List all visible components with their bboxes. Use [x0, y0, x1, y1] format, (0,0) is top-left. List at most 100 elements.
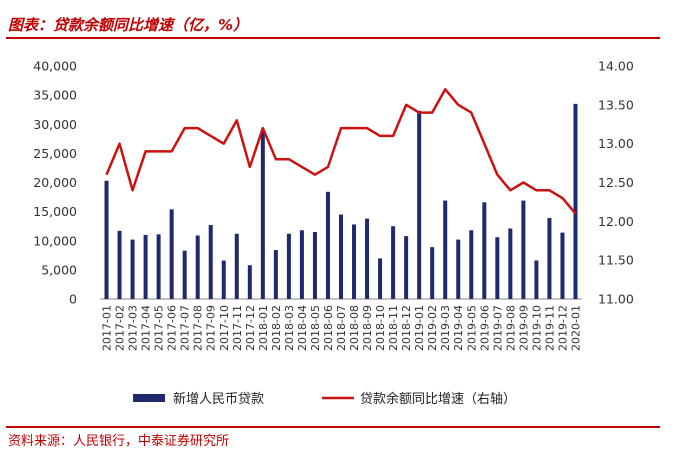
x-tick-label: 2017-02	[114, 305, 127, 351]
x-tick-label: 2019-07	[491, 305, 504, 351]
bar-2019-11	[547, 218, 552, 299]
bar-2017-08	[195, 235, 200, 299]
left-tick-label: 15,000	[33, 204, 77, 219]
x-tick-label: 2019-08	[504, 305, 517, 351]
right-tick-label: 13.00	[598, 136, 634, 151]
bar-2018-10	[378, 258, 383, 299]
x-tick-label: 2018-04	[296, 305, 309, 351]
left-axis-ticks: 0 5,000 10,000 15,000 20,000 25,000 30,000 35,0…	[33, 59, 77, 307]
right-axis-ticks: 11.00 11.50 12.00 12.50 13.00 13.50 14.00	[598, 59, 634, 307]
line-series	[105, 88, 577, 215]
x-tick-label: 2018-09	[361, 305, 374, 351]
legend: 新增人民币贷款 贷款余额同比增速（右轴）	[133, 391, 516, 407]
bar-2018-03	[286, 233, 291, 299]
x-tick-label: 2017-04	[140, 305, 153, 351]
x-tick-label: 2018-03	[283, 305, 296, 351]
bar-series	[104, 103, 578, 299]
x-tick-label: 2019-06	[478, 305, 491, 351]
x-tick-label: 2017-09	[205, 305, 218, 351]
x-tick-label: 2017-08	[192, 305, 205, 351]
bar-2019-10	[534, 260, 539, 299]
x-tick-label: 2018-01	[257, 305, 270, 351]
bar-2018-11	[391, 226, 396, 299]
left-tick-label: 20,000	[33, 175, 77, 190]
left-tick-label: 25,000	[33, 146, 77, 161]
x-tick-label: 2019-10	[530, 305, 543, 351]
legend-label-bar: 新增人民币贷款	[173, 391, 264, 407]
x-tick-label: 2018-07	[335, 305, 348, 351]
bar-2019-04	[456, 239, 461, 299]
left-tick-label: 30,000	[33, 117, 77, 132]
x-tick-label: 2019-12	[556, 305, 569, 351]
x-tick-label: 2019-03	[439, 305, 452, 351]
x-tick-label: 2018-05	[309, 305, 322, 351]
source-note: 资料来源：人民银行，中泰证券研究所	[8, 434, 230, 449]
x-axis-ticks: 2017-01 2017-02 2017-03 2017-04 2017-05 2017-…	[101, 305, 583, 351]
bar-2017-06	[169, 209, 174, 299]
x-tick-label: 2019-01	[413, 305, 426, 351]
bar-2019-05	[469, 230, 474, 299]
right-tick-label: 13.50	[598, 97, 634, 112]
x-tick-label: 2017-03	[127, 305, 140, 351]
source-divider	[6, 426, 660, 428]
x-tick-label: 2019-02	[426, 305, 439, 351]
bar-2019-07	[495, 237, 500, 299]
growth-rate-line	[105, 88, 577, 215]
legend-label-line: 贷款余额同比增速（右轴）	[360, 391, 516, 407]
bar-2017-03	[130, 239, 135, 299]
bar-2020-01	[573, 103, 578, 299]
bar-2019-02	[430, 247, 435, 299]
bar-2017-10	[221, 260, 226, 299]
x-tick-label: 2019-09	[517, 305, 530, 351]
bar-2018-01	[260, 130, 265, 299]
x-tick-label: 2017-10	[218, 305, 231, 351]
left-tick-label: 40,000	[33, 59, 77, 74]
x-tick-label: 2017-06	[166, 305, 179, 351]
bar-2017-09	[208, 225, 213, 299]
left-tick-label: 10,000	[33, 233, 77, 248]
bar-2019-12	[560, 232, 565, 299]
left-tick-label: 35,000	[33, 88, 77, 103]
x-tick-label: 2018-10	[374, 305, 387, 351]
bar-2017-12	[247, 265, 252, 299]
bar-2017-01	[104, 180, 109, 299]
x-tick-label: 2019-04	[452, 305, 465, 351]
x-tick-label: 2017-11	[231, 305, 244, 351]
x-tick-label: 2017-01	[101, 305, 114, 351]
left-tick-label: 5,000	[41, 262, 77, 277]
x-tick-label: 2017-12	[244, 305, 257, 351]
bar-2018-05	[312, 232, 317, 299]
bar-2017-05	[156, 234, 161, 299]
bar-2018-02	[273, 250, 278, 299]
left-tick-label: 0	[69, 292, 77, 307]
chart-title: 图表：贷款余额同比增速（亿，%）	[8, 16, 249, 34]
bar-2019-09	[521, 200, 526, 299]
x-tick-label: 2017-05	[153, 305, 166, 351]
x-tick-label: 2019-11	[543, 305, 556, 351]
x-tick-label: 2018-08	[348, 305, 361, 351]
bar-2017-11	[234, 233, 239, 299]
bar-2018-06	[325, 191, 330, 299]
x-tick-label: 2019-05	[465, 305, 478, 351]
bar-2019-08	[508, 228, 513, 299]
x-tick-label: 2020-01	[569, 305, 582, 351]
bar-2019-06	[482, 202, 487, 299]
right-tick-label: 12.50	[598, 175, 634, 190]
bar-2019-03	[443, 200, 448, 299]
bar-2017-04	[143, 234, 148, 299]
bar-2019-01	[417, 110, 422, 299]
right-tick-label: 12.00	[598, 214, 634, 229]
title-divider	[6, 37, 660, 39]
x-tick-label: 2018-11	[387, 305, 400, 351]
bar-2018-04	[299, 230, 304, 299]
x-tick-label: 2018-02	[270, 305, 283, 351]
bar-2018-09	[365, 218, 370, 299]
bar-2018-12	[404, 236, 409, 299]
bar-2017-07	[182, 250, 187, 299]
bar-2018-07	[339, 214, 343, 299]
right-tick-label: 11.00	[598, 292, 634, 307]
x-tick-label: 2018-06	[322, 305, 335, 351]
bar-2017-02	[117, 230, 122, 299]
legend-swatch-bar	[133, 394, 165, 402]
